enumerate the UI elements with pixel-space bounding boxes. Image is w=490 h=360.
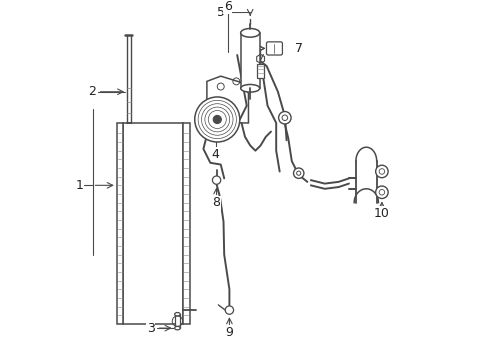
Text: 3: 3 xyxy=(147,321,155,334)
Text: 9: 9 xyxy=(225,326,233,339)
Bar xyxy=(123,123,183,324)
Text: 6: 6 xyxy=(224,0,232,13)
Bar xyxy=(183,123,190,324)
Circle shape xyxy=(213,176,220,184)
Ellipse shape xyxy=(174,327,180,330)
Circle shape xyxy=(195,97,240,142)
Text: 2: 2 xyxy=(88,85,96,98)
Circle shape xyxy=(225,306,234,314)
Ellipse shape xyxy=(241,85,260,92)
Text: 4: 4 xyxy=(212,148,220,161)
Bar xyxy=(117,123,123,324)
Text: 10: 10 xyxy=(374,207,390,220)
Text: 1: 1 xyxy=(75,179,83,192)
Circle shape xyxy=(213,116,221,123)
Bar xyxy=(174,314,180,328)
Circle shape xyxy=(294,168,304,179)
Ellipse shape xyxy=(174,312,180,316)
FancyBboxPatch shape xyxy=(267,42,282,55)
Bar xyxy=(241,33,260,88)
Text: 5: 5 xyxy=(217,5,225,19)
Circle shape xyxy=(296,171,301,175)
Circle shape xyxy=(279,112,291,124)
Bar xyxy=(257,64,264,78)
Circle shape xyxy=(282,115,288,121)
Text: 7: 7 xyxy=(295,42,303,55)
Circle shape xyxy=(376,165,388,178)
Text: 8: 8 xyxy=(213,196,220,209)
Ellipse shape xyxy=(241,28,260,37)
Circle shape xyxy=(376,186,388,198)
